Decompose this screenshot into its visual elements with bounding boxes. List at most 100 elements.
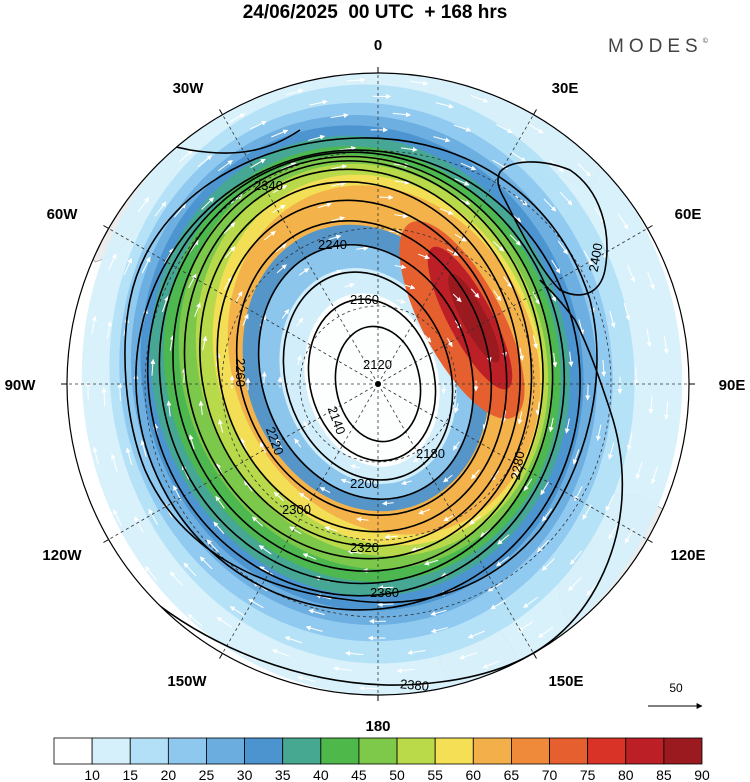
contour-2120 [334, 325, 422, 443]
lon-label-120w: 120W [42, 547, 82, 564]
colorbar-swatch [472, 737, 512, 765]
wind-vector [646, 328, 652, 348]
colorbar-swatch [549, 737, 589, 765]
longitude-tick [533, 653, 537, 659]
wind-vector [276, 264, 287, 274]
colorbar-tick-label: 65 [504, 767, 520, 782]
wind-vector [433, 136, 451, 143]
wind-vector [272, 184, 288, 194]
wind-vector [493, 290, 502, 302]
contour-label-2380: 2380 [399, 676, 429, 693]
wind-vector [460, 162, 477, 171]
wind-vector [454, 233, 467, 242]
wind-vector [394, 264, 407, 270]
wind-vector [424, 334, 432, 343]
contour-2380 [87, 279, 624, 686]
wind-vector [543, 198, 557, 212]
wind-vector [378, 194, 394, 200]
wind-vector [394, 179, 410, 185]
wind-vector [617, 213, 629, 230]
wind-vector [161, 296, 169, 313]
wind-vector [298, 267, 310, 276]
wind-vector [368, 450, 378, 456]
wind-vector [392, 112, 411, 118]
colorbar-swatch [511, 737, 550, 765]
wind-vector [92, 446, 99, 465]
wind-vector [586, 581, 600, 596]
wind-vector [569, 550, 583, 565]
wind-vector [377, 601, 394, 607]
wind-vector [647, 271, 655, 290]
wind-vector [272, 204, 286, 214]
wind-vector [648, 395, 654, 414]
wind-vector [439, 208, 454, 215]
wind-vector [125, 447, 133, 466]
wind-vector [206, 539, 219, 553]
wind-vector [91, 315, 97, 334]
wind-vector [216, 616, 233, 628]
lon-label-90e: 90E [719, 377, 746, 394]
wind-vector [331, 216, 345, 222]
wind-vector [394, 213, 409, 219]
wind-vector [535, 401, 541, 416]
wind-vector [319, 487, 331, 494]
longitude-labels: 0 30E 60E 90E 120E 150E 180 150W 120W 90… [5, 37, 746, 735]
colorbar-tick-label: 85 [656, 767, 672, 782]
wind-vector [407, 650, 426, 655]
wind-vector [380, 433, 389, 439]
contour-2340 [135, 149, 581, 611]
wind-vector [510, 151, 527, 162]
wind-vector [430, 609, 447, 616]
wind-vector [418, 508, 431, 515]
wind-vector [302, 553, 317, 560]
colorbar-tick-label: 70 [542, 767, 558, 782]
contour-label-2200: 2200 [350, 476, 379, 491]
latitude-circle [144, 150, 612, 618]
contour-label-2400: 2400 [586, 242, 606, 273]
wind-vector [523, 596, 539, 608]
wind-vector [585, 384, 591, 401]
wind-vector [601, 359, 607, 377]
wind-vector [224, 246, 236, 259]
wind-vector [624, 527, 635, 544]
colorbar-swatch [129, 737, 169, 765]
lon-label-180: 180 [365, 718, 390, 735]
wind-vector [141, 256, 151, 274]
wind-vector [633, 367, 639, 386]
wind-vector [582, 504, 592, 520]
wind-vector [259, 441, 267, 454]
wind-vector [400, 146, 418, 152]
wind-vector [340, 478, 352, 484]
contour-2260 [183, 168, 533, 560]
contour-label-2280: 2280 [508, 450, 528, 481]
wind-vector [228, 113, 245, 123]
colorbar-tick-label: 60 [466, 767, 482, 782]
wind-vector [258, 545, 272, 555]
wind-vector [519, 347, 525, 361]
wind-vector [446, 337, 453, 348]
wind-vector [294, 438, 302, 448]
wind-vector [568, 577, 582, 591]
wind-vector [326, 386, 331, 396]
wind-vector [263, 230, 276, 241]
colorbar-swatch [244, 737, 284, 765]
colorbar-tick-label: 15 [122, 767, 138, 782]
wind-vector [635, 461, 643, 480]
shading-band [304, 293, 440, 467]
contour-label-2240: 2240 [318, 237, 347, 252]
wind-vector [335, 348, 342, 356]
wind-vector [344, 282, 355, 288]
wind-vector [215, 495, 225, 509]
colorbar-tick-label: 40 [313, 767, 329, 782]
wind-vector [223, 222, 236, 234]
map-field: 2120 2140 2160 2180 2200 2220 2240 2260 … [67, 73, 689, 695]
wind-vector [309, 99, 328, 106]
wind-vector [330, 113, 349, 118]
colorbar-tick-label: 35 [275, 767, 291, 782]
lon-label-30w: 30W [173, 80, 205, 97]
wind-vector [250, 158, 266, 169]
wind-vector [559, 191, 573, 206]
wind-vector [409, 80, 429, 86]
wind-vector [347, 77, 366, 83]
wind-vector [202, 335, 208, 351]
